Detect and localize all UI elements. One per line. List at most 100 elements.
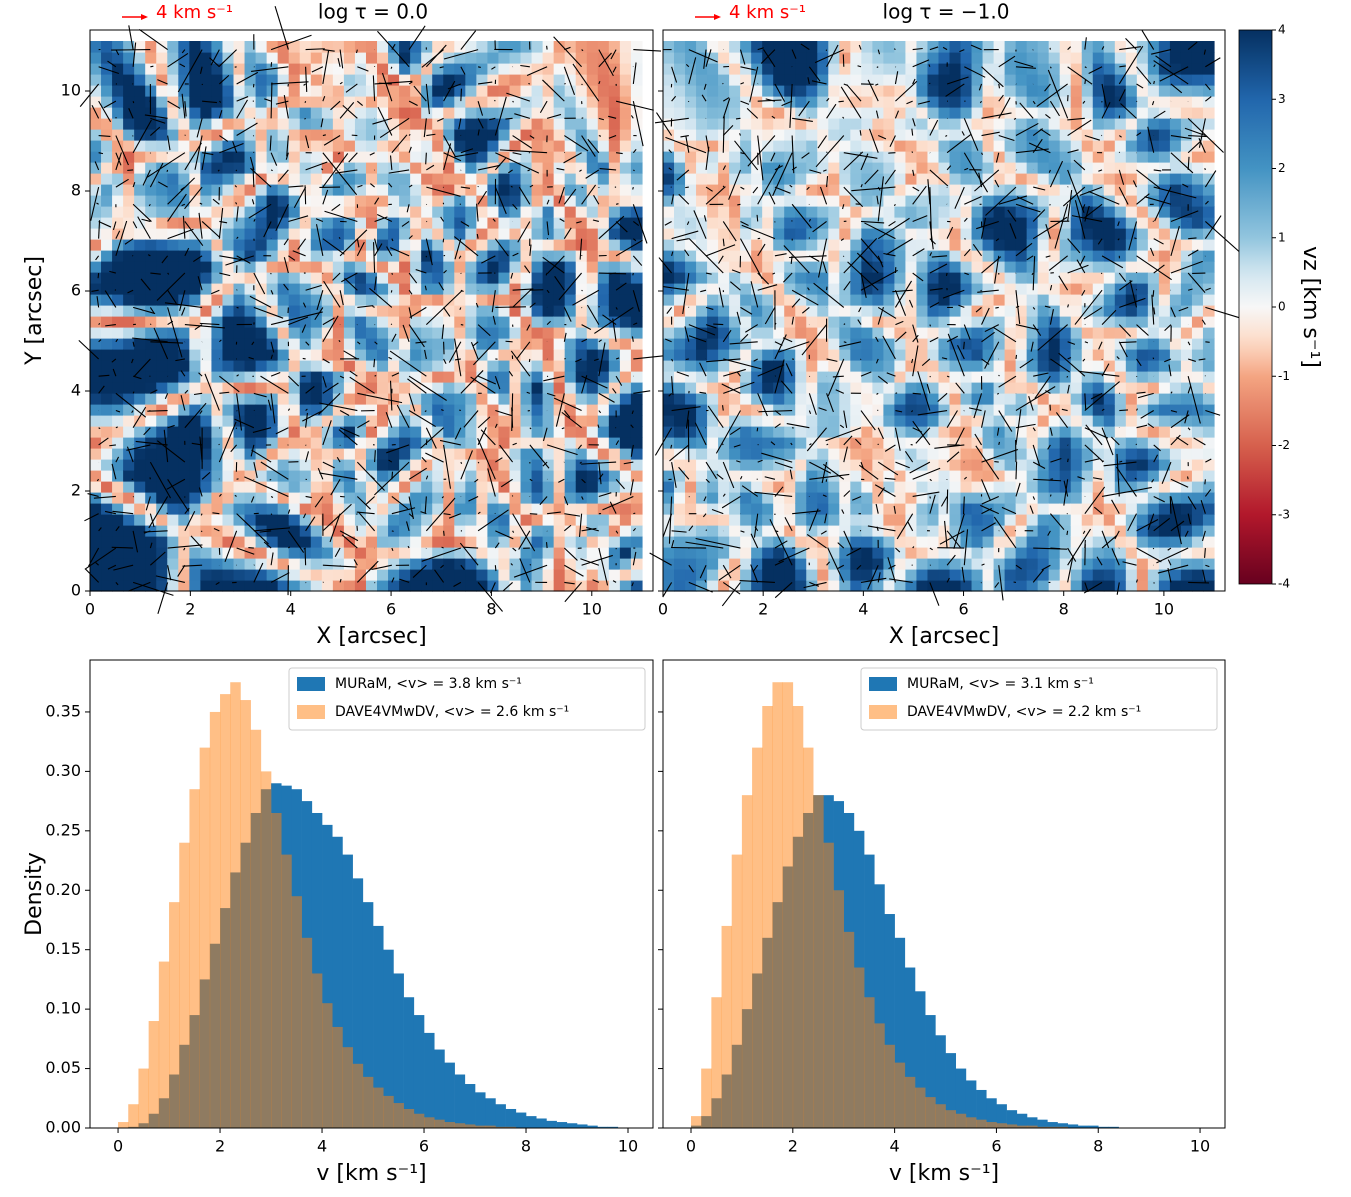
map-cell bbox=[740, 272, 752, 284]
map-cell bbox=[938, 239, 951, 251]
map-cell bbox=[299, 569, 312, 581]
map-cell bbox=[696, 525, 708, 537]
map-cell bbox=[575, 470, 588, 482]
map-cell bbox=[112, 525, 124, 537]
map-cell bbox=[112, 63, 124, 75]
map-cell bbox=[211, 239, 224, 251]
velocity-arrow bbox=[167, 100, 181, 109]
map-cell bbox=[916, 459, 929, 471]
map-cell bbox=[145, 283, 157, 295]
map-cell bbox=[233, 371, 246, 383]
map-cell bbox=[674, 481, 686, 493]
map-cell bbox=[751, 261, 763, 273]
velocity-arrow bbox=[448, 513, 462, 519]
map-cell bbox=[354, 305, 367, 317]
velocity-arrow bbox=[322, 420, 332, 446]
map-cell bbox=[255, 338, 268, 350]
map-cell bbox=[465, 74, 477, 86]
map-cell bbox=[90, 118, 102, 130]
map-cell bbox=[806, 536, 818, 548]
map-cell bbox=[211, 459, 224, 471]
velocity-arrow bbox=[349, 376, 375, 394]
map-cell bbox=[233, 459, 246, 471]
velocity-arrow bbox=[224, 530, 238, 562]
map-cell bbox=[586, 41, 599, 53]
map-cell bbox=[421, 239, 433, 251]
map-cell bbox=[696, 96, 708, 108]
map-cell bbox=[498, 261, 511, 273]
map-cell bbox=[222, 415, 235, 427]
velocity-arrow bbox=[126, 446, 134, 463]
map-cell bbox=[828, 96, 840, 108]
map-cell bbox=[476, 481, 489, 493]
map-cell bbox=[773, 349, 785, 361]
map-cell bbox=[773, 228, 785, 240]
map-cell bbox=[388, 63, 400, 75]
map-cell bbox=[101, 547, 113, 559]
map-cell bbox=[894, 272, 907, 284]
map-cell bbox=[365, 283, 378, 295]
velocity-arrow bbox=[311, 66, 324, 73]
velocity-arrow bbox=[115, 526, 120, 532]
map-cell bbox=[542, 536, 555, 548]
map-cell bbox=[332, 492, 345, 504]
map-cell bbox=[399, 360, 411, 372]
velocity-arrow bbox=[477, 129, 480, 136]
map-cell bbox=[288, 206, 301, 218]
velocity-arrow bbox=[193, 255, 203, 263]
map-cell bbox=[784, 426, 796, 438]
map-cell bbox=[762, 558, 774, 570]
map-cell bbox=[817, 448, 829, 460]
map-cell bbox=[454, 96, 466, 108]
map-cell bbox=[872, 492, 884, 504]
velocity-arrow bbox=[421, 49, 444, 68]
map-cell bbox=[410, 382, 422, 394]
map-cell bbox=[178, 250, 190, 262]
map-cell bbox=[443, 206, 455, 218]
velocity-arrow bbox=[529, 444, 550, 469]
map-cell bbox=[443, 283, 455, 295]
map-cell bbox=[288, 338, 301, 350]
map-cell bbox=[476, 261, 489, 273]
map-cell bbox=[178, 140, 190, 152]
map-cell bbox=[894, 360, 907, 372]
map-cell bbox=[740, 536, 752, 548]
map-cell bbox=[663, 195, 675, 207]
map-cell bbox=[476, 580, 489, 592]
velocity-arrow bbox=[270, 289, 274, 295]
velocity-arrow bbox=[199, 202, 203, 205]
map-cell bbox=[960, 63, 973, 75]
map-cell bbox=[696, 503, 708, 515]
map-cell bbox=[762, 393, 774, 405]
velocity-arrow bbox=[270, 572, 290, 583]
map-cell bbox=[828, 316, 840, 328]
map-cell bbox=[553, 481, 566, 493]
map-cell bbox=[740, 41, 752, 53]
map-cell bbox=[365, 525, 378, 537]
map-cell bbox=[101, 294, 113, 306]
map-cell bbox=[432, 327, 444, 339]
map-cell bbox=[718, 261, 730, 273]
map-cell bbox=[255, 107, 268, 119]
map-cell bbox=[861, 52, 873, 64]
velocity-arrow bbox=[323, 135, 341, 146]
map-cell bbox=[498, 470, 511, 482]
map-cell bbox=[222, 382, 235, 394]
velocity-arrow bbox=[166, 152, 168, 154]
velocity-arrow bbox=[408, 375, 447, 401]
map-cell bbox=[828, 393, 840, 405]
map-cell bbox=[211, 470, 224, 482]
map-cell bbox=[189, 272, 201, 284]
map-cell bbox=[806, 426, 818, 438]
map-cell bbox=[167, 338, 179, 350]
map-cell bbox=[971, 151, 984, 163]
map-cell bbox=[916, 52, 929, 64]
map-cell bbox=[410, 558, 422, 570]
map-cell bbox=[421, 492, 433, 504]
velocity-arrow bbox=[248, 356, 255, 360]
map-cell bbox=[487, 184, 500, 196]
map-cell bbox=[255, 151, 268, 163]
map-cell bbox=[288, 481, 301, 493]
velocity-arrow bbox=[389, 155, 393, 170]
map-cell bbox=[597, 239, 610, 251]
